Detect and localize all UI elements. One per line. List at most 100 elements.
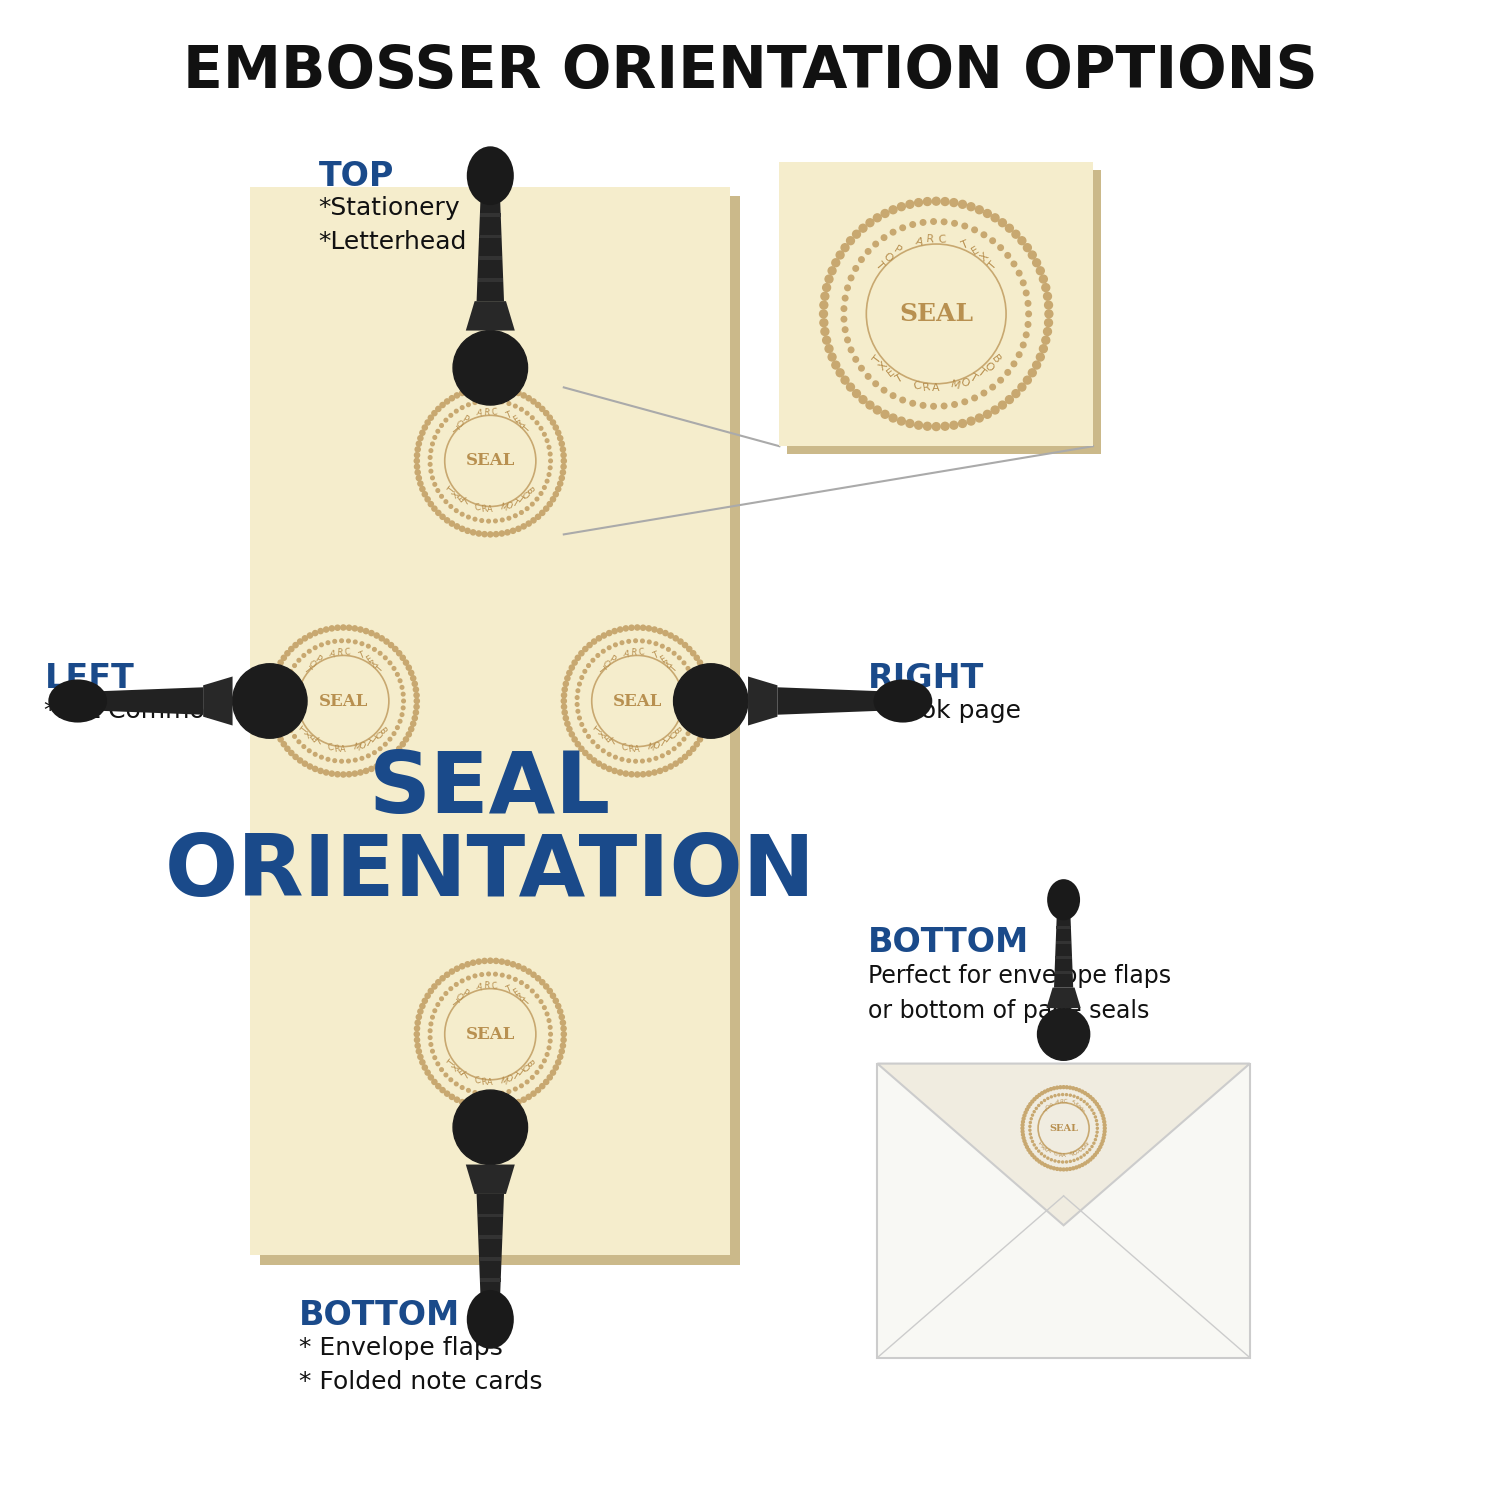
Circle shape: [460, 1086, 464, 1089]
Circle shape: [687, 750, 692, 756]
Circle shape: [1094, 1154, 1096, 1156]
Circle shape: [419, 482, 423, 486]
Circle shape: [328, 771, 334, 776]
Circle shape: [531, 972, 536, 978]
Circle shape: [622, 771, 628, 776]
Circle shape: [572, 736, 578, 742]
Circle shape: [891, 230, 896, 236]
Circle shape: [1095, 1119, 1098, 1122]
Circle shape: [436, 1083, 441, 1089]
Circle shape: [346, 771, 351, 777]
Circle shape: [1102, 1124, 1106, 1126]
Text: B: B: [1082, 1142, 1088, 1148]
Circle shape: [567, 670, 572, 675]
Circle shape: [471, 530, 476, 536]
Circle shape: [454, 410, 458, 413]
Circle shape: [429, 501, 433, 507]
Circle shape: [354, 640, 357, 644]
Circle shape: [388, 662, 392, 664]
Circle shape: [972, 394, 978, 400]
Circle shape: [267, 704, 273, 710]
Text: O: O: [453, 992, 464, 1004]
Circle shape: [561, 1026, 566, 1030]
Circle shape: [708, 699, 714, 703]
Circle shape: [308, 764, 312, 770]
Bar: [480, 1278, 501, 1282]
Circle shape: [422, 1065, 428, 1070]
Circle shape: [538, 492, 543, 495]
Circle shape: [1038, 1094, 1041, 1096]
Circle shape: [436, 1062, 439, 1065]
Circle shape: [1022, 1118, 1025, 1120]
Text: A: A: [622, 650, 630, 658]
Circle shape: [1053, 1167, 1056, 1170]
Circle shape: [543, 411, 549, 416]
Circle shape: [465, 1101, 470, 1107]
Circle shape: [273, 726, 278, 732]
Circle shape: [560, 476, 564, 480]
Circle shape: [526, 969, 531, 974]
Text: T: T: [1082, 1108, 1088, 1113]
Circle shape: [576, 688, 579, 693]
Circle shape: [1023, 290, 1029, 296]
Circle shape: [268, 687, 273, 692]
Circle shape: [698, 736, 702, 742]
Circle shape: [1026, 1146, 1029, 1149]
Circle shape: [696, 699, 699, 703]
Circle shape: [1102, 1130, 1106, 1132]
Circle shape: [1029, 251, 1036, 260]
Circle shape: [962, 224, 968, 230]
Circle shape: [1041, 1102, 1042, 1104]
Circle shape: [858, 256, 864, 262]
Circle shape: [384, 742, 387, 746]
Circle shape: [1034, 1144, 1035, 1146]
Circle shape: [488, 1092, 490, 1096]
Text: SEAL: SEAL: [612, 693, 662, 709]
Circle shape: [1024, 321, 1030, 327]
Circle shape: [531, 1076, 534, 1078]
Circle shape: [413, 681, 417, 687]
Circle shape: [466, 976, 470, 980]
Circle shape: [419, 1010, 423, 1014]
Circle shape: [285, 651, 290, 656]
Circle shape: [273, 670, 278, 675]
Circle shape: [962, 399, 968, 405]
Circle shape: [1044, 327, 1052, 336]
Circle shape: [1086, 1152, 1088, 1154]
Circle shape: [286, 675, 290, 680]
Text: P: P: [314, 654, 322, 664]
Circle shape: [942, 404, 946, 408]
Circle shape: [1102, 1118, 1106, 1120]
Circle shape: [448, 414, 453, 417]
Circle shape: [1035, 1107, 1038, 1110]
Circle shape: [906, 201, 914, 208]
Text: T: T: [375, 664, 386, 675]
Circle shape: [459, 526, 465, 531]
Circle shape: [705, 722, 710, 726]
Polygon shape: [477, 194, 504, 302]
Circle shape: [828, 352, 836, 362]
Circle shape: [454, 982, 458, 987]
Circle shape: [972, 226, 978, 232]
Circle shape: [618, 627, 622, 632]
Circle shape: [602, 748, 604, 753]
Circle shape: [424, 993, 430, 999]
Circle shape: [378, 651, 382, 656]
Text: TOP: TOP: [320, 160, 394, 194]
Circle shape: [990, 238, 996, 243]
Circle shape: [340, 772, 346, 777]
Circle shape: [1092, 1098, 1094, 1101]
Text: O: O: [504, 501, 513, 512]
Circle shape: [471, 1102, 476, 1108]
Circle shape: [561, 1020, 566, 1026]
Circle shape: [548, 988, 552, 993]
Circle shape: [1083, 1092, 1086, 1095]
Circle shape: [414, 687, 419, 692]
Text: T: T: [1047, 1149, 1053, 1155]
Circle shape: [513, 514, 517, 517]
Bar: [480, 1257, 501, 1260]
Circle shape: [628, 771, 634, 777]
Circle shape: [413, 716, 417, 720]
Circle shape: [690, 672, 693, 676]
Bar: [251, 186, 730, 1254]
